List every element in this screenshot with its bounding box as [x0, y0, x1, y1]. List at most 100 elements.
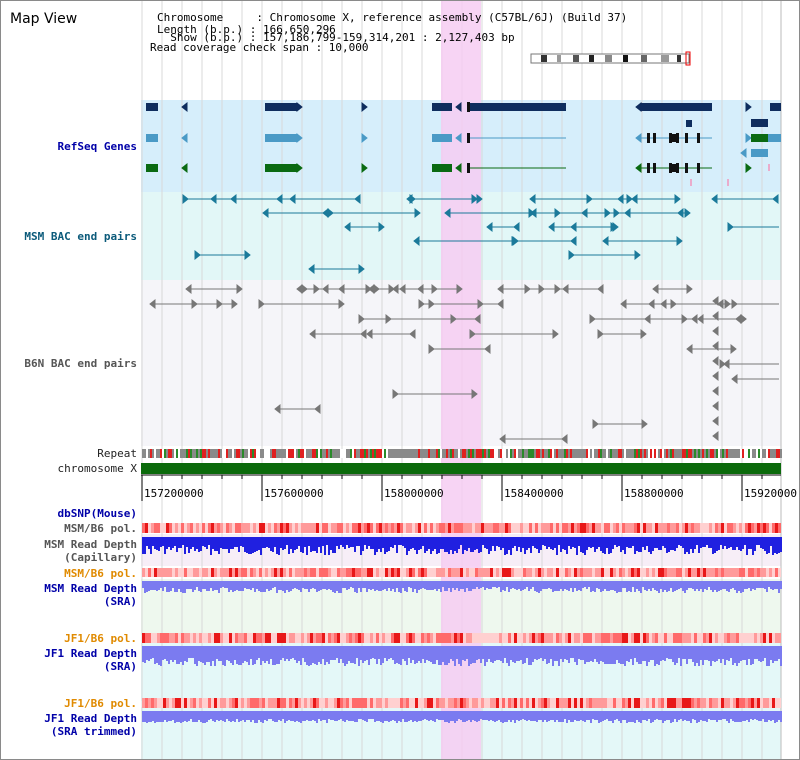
read-depth-bar — [216, 646, 218, 659]
repeat-segment — [452, 449, 454, 458]
polymorphism-cell — [442, 633, 445, 643]
track-label-refseq[interactable]: RefSeq Genes — [57, 140, 137, 153]
polymorphism-cell — [778, 523, 781, 533]
read-depth-bar — [702, 711, 704, 721]
polymorphism-cell — [439, 523, 442, 533]
read-depth-bar — [296, 581, 298, 589]
read-depth-bar — [506, 581, 508, 587]
polymorphism-cell — [502, 523, 505, 533]
read-depth-bar — [520, 711, 522, 720]
read-depth-bar — [564, 581, 566, 589]
track-label-b6n-bac[interactable]: B6N BAC end pairs — [24, 357, 137, 370]
read-depth-bar — [732, 646, 734, 665]
track-label-msm-pol-2[interactable]: MSM/B6 pol. — [64, 567, 137, 580]
read-depth-bar — [376, 711, 378, 721]
repeat-segment — [538, 449, 540, 458]
read-depth-bar — [752, 711, 754, 720]
polymorphism-cell — [430, 523, 433, 533]
repeat-segment — [546, 449, 548, 458]
read-depth-bar — [578, 646, 580, 659]
read-depth-bar — [168, 711, 170, 721]
polymorphism-cell — [355, 633, 358, 643]
read-depth-bar — [534, 537, 536, 548]
read-depth-bar — [410, 537, 412, 549]
direction-arrow — [635, 132, 642, 144]
track-label-jf1-depth-trimmed[interactable]: JF1 Read Depth (SRA trimmed) — [44, 712, 137, 738]
polymorphism-cell — [673, 568, 676, 577]
polymorphism-cell — [547, 633, 550, 643]
gene-exon — [647, 133, 650, 143]
polymorphism-cell — [679, 523, 682, 533]
read-depth-bar — [156, 646, 158, 663]
bac-end-arrow — [185, 283, 192, 295]
read-depth-bar — [746, 537, 748, 555]
polymorphism-cell — [682, 523, 685, 533]
read-depth-bar — [504, 646, 506, 658]
repeat-segment — [370, 449, 372, 458]
read-depth-bar — [666, 646, 668, 658]
repeat-segment — [592, 449, 594, 458]
read-depth-bar — [320, 711, 322, 721]
track-label-msm-depth-capillary[interactable]: MSM Read Depth (Capillary) — [44, 538, 137, 564]
polymorphism-cell — [388, 523, 391, 533]
polymorphism-cell — [646, 633, 649, 643]
gene-exon — [697, 133, 700, 143]
repeat-segment — [762, 449, 764, 458]
repeat-segment — [692, 449, 694, 458]
read-depth-bar — [278, 537, 280, 555]
repeat-segment — [568, 449, 570, 458]
read-depth-bar — [684, 711, 686, 720]
repeat-segment — [360, 449, 362, 458]
read-depth-bar — [616, 711, 618, 719]
track-label-jf1-pol-2[interactable]: JF1/B6 pol. — [64, 697, 137, 710]
read-depth-bar — [150, 711, 152, 722]
polymorphism-cell — [346, 633, 349, 643]
read-depth-bar — [346, 537, 348, 545]
repeat-segment — [560, 449, 562, 458]
repeat-segment — [668, 449, 670, 458]
read-depth-bar — [418, 581, 420, 590]
polymorphism-cell — [145, 633, 148, 643]
polymorphism-cell — [316, 568, 319, 577]
track-label-msm-pol-1[interactable]: MSM/B6 pol. — [64, 522, 137, 535]
read-depth-bar — [290, 646, 292, 659]
track-label-chromosome: chromosome X — [57, 462, 137, 475]
read-depth-bar — [200, 711, 202, 722]
read-depth-bar — [336, 711, 338, 721]
read-depth-bar — [416, 646, 418, 663]
polymorphism-cell — [739, 633, 742, 643]
track-label-jf1-pol-1[interactable]: JF1/B6 pol. — [64, 632, 137, 645]
read-depth-bar — [558, 646, 560, 666]
track-label-msm-depth-sra[interactable]: MSM Read Depth (SRA) — [44, 582, 137, 608]
track-label-msm-bac[interactable]: MSM BAC end pairs — [24, 230, 137, 243]
read-depth-bar — [434, 646, 436, 664]
read-depth-bar — [386, 537, 388, 552]
read-depth-bar — [264, 646, 266, 663]
read-depth-bar — [322, 711, 324, 720]
read-depth-bar — [688, 646, 690, 659]
repeat-segment — [638, 449, 640, 458]
read-depth-bar — [394, 537, 396, 545]
polymorphism-cell — [301, 698, 304, 708]
read-depth-bar — [274, 537, 276, 547]
polymorphism-cell — [550, 568, 553, 577]
repeat-segment — [218, 449, 220, 458]
polymorphism-cell — [175, 633, 178, 643]
read-depth-bar — [448, 537, 450, 554]
gene-exon — [467, 133, 470, 143]
read-depth-bar — [274, 646, 276, 665]
read-depth-bar — [260, 581, 262, 592]
bac-end-arrow — [313, 283, 320, 295]
track-label-dbsnp[interactable]: dbSNP(Mouse) — [57, 507, 137, 520]
read-depth-bar — [510, 581, 512, 589]
polymorphism-cell — [172, 698, 175, 708]
bac-end-arrow — [712, 325, 719, 337]
read-depth-bar — [332, 581, 334, 592]
read-depth-bar — [692, 581, 694, 589]
read-depth-bar — [694, 711, 696, 720]
track-label-jf1-depth-sra[interactable]: JF1 Read Depth (SRA) — [44, 647, 137, 673]
read-depth-bar — [396, 581, 398, 588]
read-depth-bar — [268, 537, 270, 548]
read-depth-bar — [516, 646, 518, 661]
